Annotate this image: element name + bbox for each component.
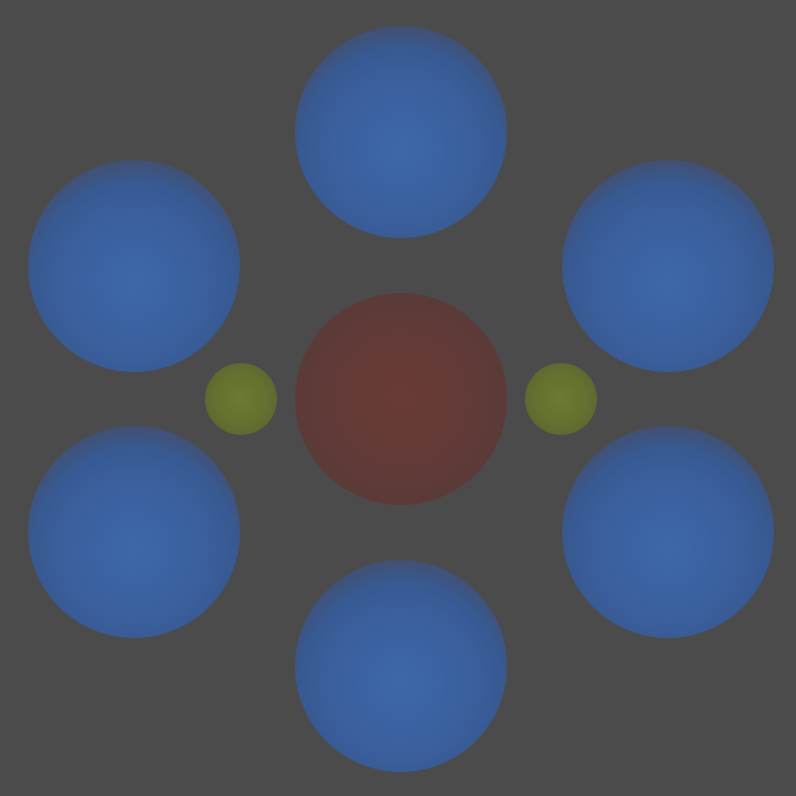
blue-sphere-bottom <box>295 560 507 772</box>
blue-sphere-lower-left <box>28 426 240 638</box>
green-sphere-left <box>205 363 277 435</box>
red-sphere-center <box>295 293 507 505</box>
blue-sphere-lower-right <box>562 426 774 638</box>
blue-sphere-top <box>295 26 507 238</box>
blue-sphere-upper-left <box>28 160 240 372</box>
blue-sphere-upper-right <box>562 160 774 372</box>
green-sphere-right <box>525 363 597 435</box>
